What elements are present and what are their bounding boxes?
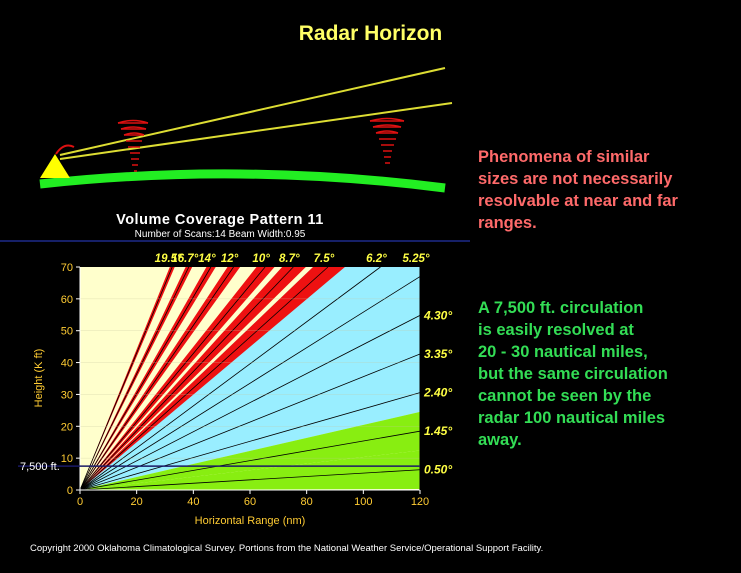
note-line: is easily resolved at bbox=[478, 321, 634, 339]
far-storm-icon bbox=[369, 117, 405, 164]
x-tick-label: 40 bbox=[187, 496, 199, 508]
beam-center-line bbox=[79, 266, 212, 491]
near-storm-icon bbox=[117, 119, 149, 172]
elevation-angle-label: 19.5° bbox=[155, 253, 182, 265]
y-tick-label: 50 bbox=[61, 326, 73, 338]
note-line: A 7,500 ft. circulation bbox=[478, 299, 644, 317]
beam-center-line bbox=[79, 353, 421, 491]
beam-center-line bbox=[79, 469, 421, 491]
near-far-note: Phenomena of similar sizes are not neces… bbox=[478, 146, 728, 234]
beam-band-cyan bbox=[80, 267, 420, 490]
radar-horizon-illustration bbox=[39, 67, 453, 193]
elevation-angle-label: 0.50° bbox=[424, 463, 452, 477]
note-line: Phenomena of similar bbox=[478, 148, 650, 166]
reference-line-label: 7,500 ft. bbox=[20, 461, 60, 473]
elevation-angle-label: 2.40° bbox=[423, 386, 452, 400]
y-axis-label: Height (K ft) bbox=[33, 349, 45, 408]
beam-center-line bbox=[79, 266, 294, 491]
lower-beam-line bbox=[59, 102, 453, 160]
beam-center-line bbox=[79, 276, 421, 491]
elevation-angle-label: 1.45° bbox=[424, 424, 452, 438]
elevation-angle-label: 4.30° bbox=[423, 308, 452, 322]
vcp-subtitle: Number of Scans:14 Beam Width:0.95 bbox=[134, 229, 306, 240]
note-line: 20 - 30 nautical miles, bbox=[478, 343, 648, 361]
beam-band-red bbox=[80, 267, 306, 490]
y-tick-label: 40 bbox=[61, 358, 73, 370]
note-line: cannot be seen by the bbox=[478, 387, 652, 405]
beam-band-green bbox=[80, 411, 420, 490]
elevation-angle-label: 5.25° bbox=[403, 253, 430, 265]
x-tick-label: 120 bbox=[411, 496, 429, 508]
beam-center-line bbox=[79, 430, 421, 491]
beam-band-green bbox=[80, 450, 420, 490]
beam-center-line bbox=[79, 266, 329, 491]
x-tick-label: 80 bbox=[301, 496, 313, 508]
elevation-angle-label: 14° bbox=[198, 253, 216, 265]
vcp-title: Volume Coverage Pattern 11 bbox=[116, 212, 324, 228]
x-axis-label: Horizontal Range (nm) bbox=[195, 515, 306, 527]
y-tick-label: 10 bbox=[61, 453, 73, 465]
radar-dome-icon bbox=[40, 154, 70, 178]
beam-band-red bbox=[80, 267, 345, 490]
copyright-text: Copyright 2000 Oklahoma Climatological S… bbox=[30, 543, 544, 554]
upper-beam-line bbox=[59, 67, 446, 156]
x-tick-label: 0 bbox=[77, 496, 83, 508]
x-tick-label: 20 bbox=[131, 496, 143, 508]
note-line: sizes are not necessarily bbox=[478, 170, 673, 188]
beam-band-red bbox=[80, 267, 216, 490]
beam-center-line bbox=[79, 266, 234, 491]
beam-band-red bbox=[80, 267, 275, 490]
elevation-angle-label: 12° bbox=[221, 253, 239, 265]
elevation-angle-label: 10° bbox=[252, 253, 270, 265]
note-line: but the same circulation bbox=[478, 365, 668, 383]
note-line: ranges. bbox=[478, 214, 537, 232]
elevation-angle-label: 6.2° bbox=[366, 253, 387, 265]
beam-center-line bbox=[79, 266, 190, 491]
beam-band-red bbox=[80, 267, 241, 490]
x-tick-label: 100 bbox=[354, 496, 372, 508]
note-line: resolvable at near and far bbox=[478, 192, 678, 210]
circulation-note: A 7,500 ft. circulation is easily resolv… bbox=[478, 297, 728, 451]
y-tick-label: 20 bbox=[61, 421, 73, 433]
elevation-angle-label: 16.7° bbox=[171, 253, 198, 265]
beam-center-line bbox=[79, 266, 173, 491]
beam-band-red bbox=[80, 267, 175, 490]
note-line: away. bbox=[478, 431, 522, 449]
beam-center-line bbox=[79, 392, 421, 491]
y-tick-label: 0 bbox=[67, 485, 73, 497]
note-line: radar 100 nautical miles bbox=[478, 409, 666, 427]
beam-center-line bbox=[79, 266, 381, 491]
page-title: Radar Horizon bbox=[298, 22, 443, 45]
beam-band-red bbox=[80, 267, 193, 490]
y-tick-label: 70 bbox=[61, 262, 73, 274]
y-tick-label: 60 bbox=[61, 294, 73, 306]
beam-center-line bbox=[79, 266, 266, 491]
elevation-angle-label: 8.7° bbox=[279, 253, 300, 265]
elevation-angle-label: 7.5° bbox=[314, 253, 335, 265]
y-tick-label: 30 bbox=[61, 389, 73, 401]
beam-center-line bbox=[79, 314, 421, 491]
elevation-angle-label: 3.35° bbox=[424, 347, 452, 361]
vcp-coverage-chart: 0 20 40 60 80 100 120 0 10 20 30 40 50 60 70 19.5°16.7… bbox=[0, 240, 470, 527]
radar-beam-spread bbox=[55, 144, 75, 155]
x-tick-label: 60 bbox=[244, 496, 256, 508]
earth-curve bbox=[39, 169, 446, 193]
